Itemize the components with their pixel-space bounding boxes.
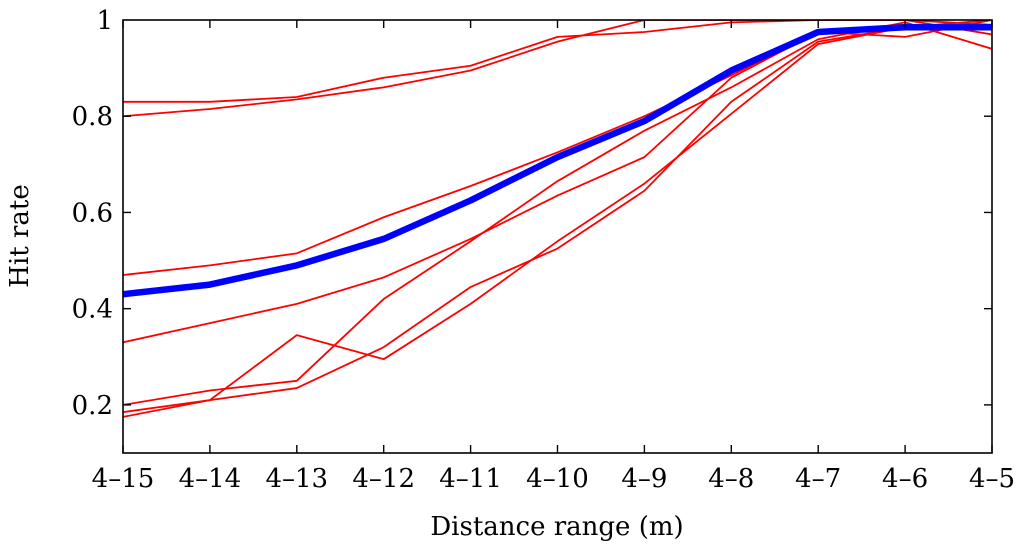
series-line-run-5 bbox=[123, 21, 992, 406]
x-tick-label: 4–9 bbox=[621, 464, 667, 494]
x-tick-label: 4–14 bbox=[179, 464, 242, 494]
series-line-run-1 bbox=[123, 20, 992, 103]
series-line-run-2 bbox=[123, 20, 992, 118]
x-tick-label: 4–11 bbox=[439, 464, 502, 494]
x-tick-label: 4–12 bbox=[352, 464, 415, 494]
series-line-average bbox=[123, 23, 992, 298]
y-axis-title: Hit rate bbox=[5, 184, 35, 287]
y-tick-label: 0.6 bbox=[72, 198, 113, 228]
tick-label-layer: 4–15 4–14 4–13 4–12 4–11 4–10 4–9 4–8 4–7 4–6 4–5 0… bbox=[72, 6, 1015, 494]
series-layer bbox=[123, 20, 992, 418]
y-tick-label: 0.4 bbox=[72, 295, 113, 325]
plot-frame bbox=[122, 19, 993, 454]
x-tick-label: 4–10 bbox=[526, 464, 589, 494]
x-tick-label: 4–7 bbox=[795, 464, 841, 494]
y-tick-label: 0.8 bbox=[72, 102, 113, 132]
x-tick-label: 4–6 bbox=[882, 464, 928, 494]
y-tick-label: 0.2 bbox=[72, 391, 113, 421]
x-tick-label: 4–13 bbox=[265, 464, 328, 494]
x-axis-title: Distance range (m) bbox=[430, 512, 683, 542]
x-tick-label: 4–5 bbox=[969, 464, 1015, 494]
x-tick-label: 4–8 bbox=[708, 464, 754, 494]
y-tick-label-top: 1 bbox=[96, 6, 113, 36]
series-line-run-7 bbox=[123, 23, 992, 418]
axis-layer bbox=[122, 19, 993, 454]
series-line-run-6 bbox=[123, 20, 992, 414]
x-tick-label: 4–15 bbox=[92, 464, 155, 494]
series-line-run-3 bbox=[123, 23, 992, 276]
